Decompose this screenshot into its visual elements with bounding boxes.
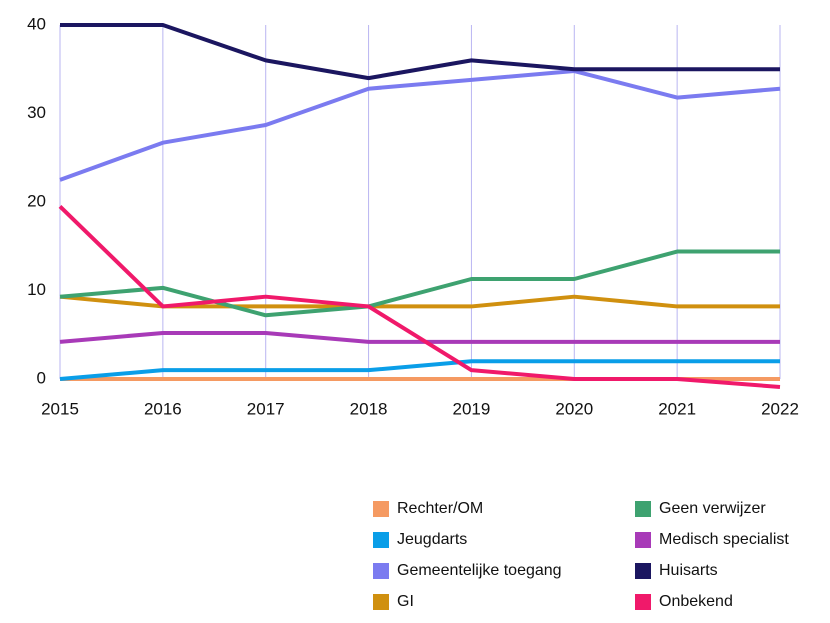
series-line [59,249,780,318]
legend-swatch [635,501,651,517]
legend-label: GI [397,593,414,610]
legend-label: Onbekend [659,593,733,610]
legend-swatch [373,532,389,548]
legend-label: Huisarts [659,562,718,579]
y-tick-label: 10 [27,280,46,299]
series-line [60,23,780,81]
legend-swatch [373,501,389,517]
x-tick-label: 2016 [144,399,182,418]
y-tick-label: 0 [37,368,46,387]
legend-swatch [635,563,651,579]
y-tick-label: 20 [27,191,46,210]
x-tick-label: 2020 [555,399,593,418]
series-line [59,330,780,344]
x-tick-label: 2017 [247,399,285,418]
x-tick-label: 2019 [453,399,491,418]
x-tick-label: 2015 [41,399,79,418]
legend-label: Geen verwijzer [659,500,766,517]
legend-label: Medisch specialist [659,531,789,548]
x-tick-label: 2022 [761,399,799,418]
series-line [59,359,780,381]
legend-swatch [635,594,651,610]
legend-swatch [373,563,389,579]
x-tick-label: 2018 [350,399,388,418]
legend-swatch [373,594,389,610]
y-tick-label: 40 [27,14,46,33]
legend-label: Jeugdarts [397,531,467,548]
legend-swatch [635,532,651,548]
legend-label: Rechter/OM [397,500,483,517]
x-tick-label: 2021 [658,399,696,418]
y-tick-label: 30 [27,103,46,122]
series-line [58,204,781,389]
legend-label: Gemeentelijke toegang [397,562,562,579]
series-line [59,69,781,182]
